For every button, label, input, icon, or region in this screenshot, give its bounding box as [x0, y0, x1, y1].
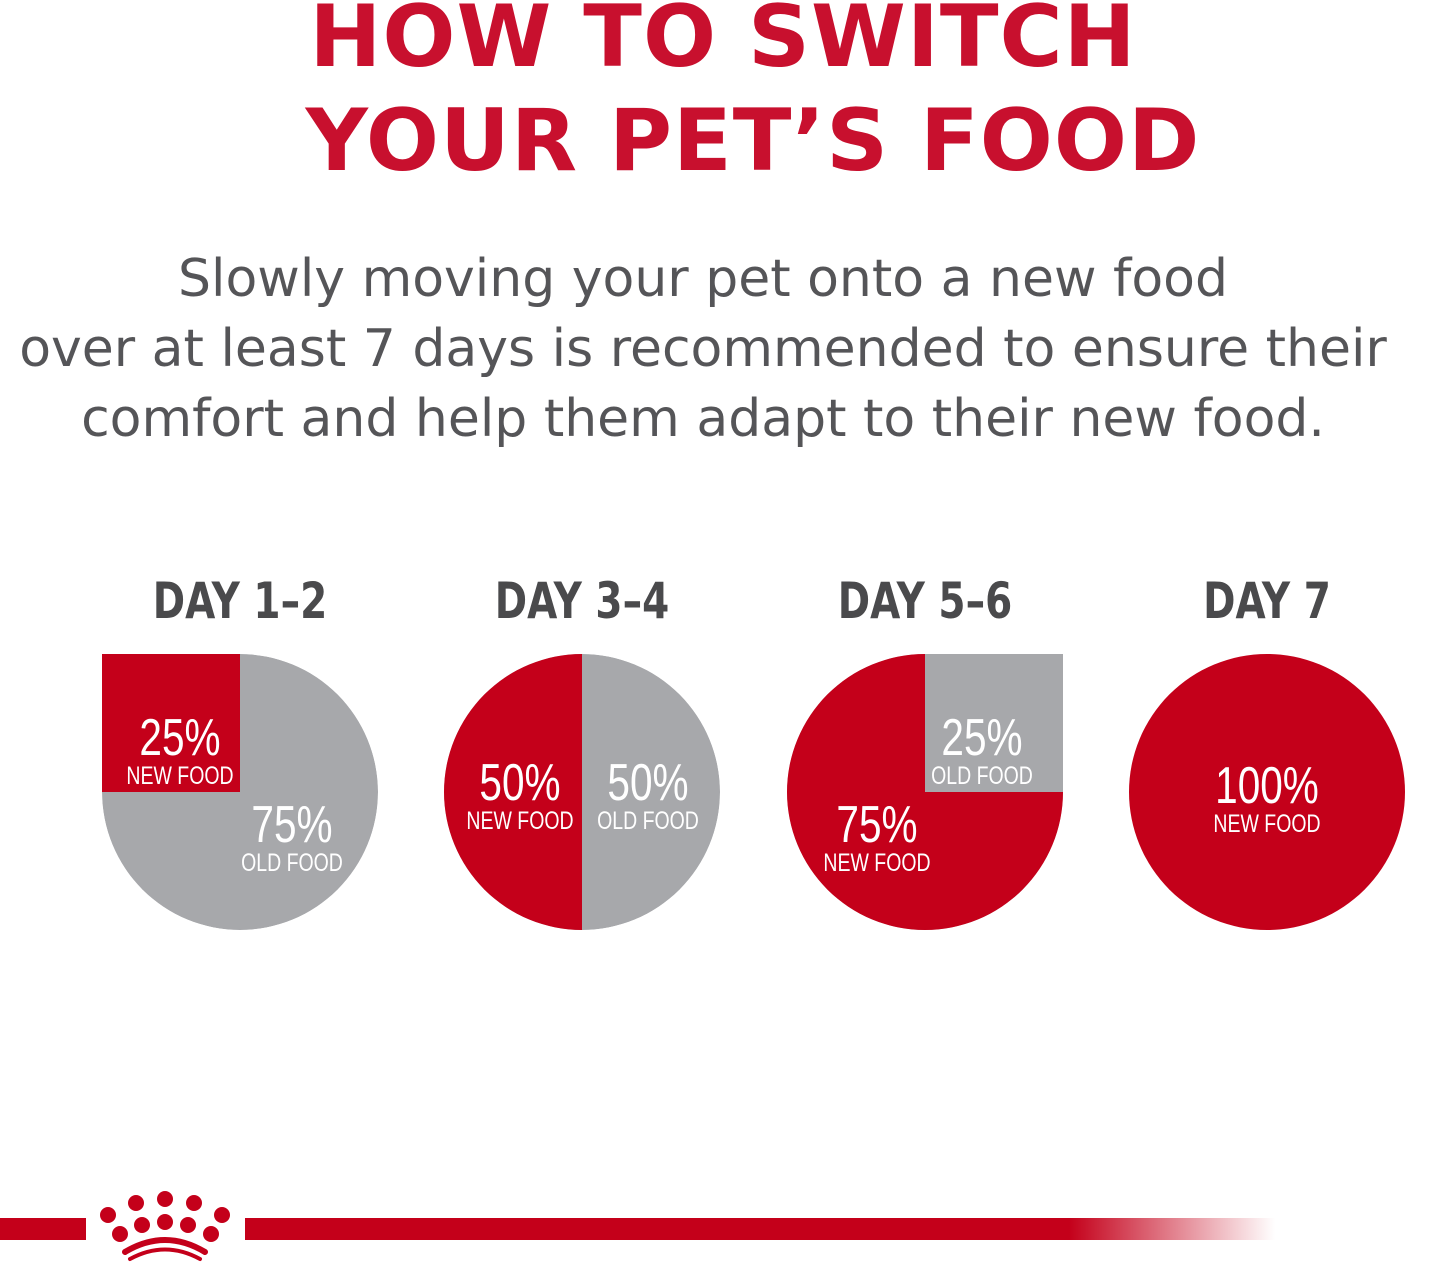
slice-category-label: OLD FOOD	[597, 807, 699, 835]
slice-category-label: OLD FOOD	[931, 762, 1033, 790]
slice-value-label: 25%	[941, 708, 1022, 766]
day-title-2: DAY 3–4	[494, 572, 670, 630]
slice-category-label: NEW FOOD	[126, 762, 233, 790]
brand-bar-right	[245, 1218, 1275, 1240]
slice-value-label: 50%	[607, 753, 688, 811]
slice-value-label: 75%	[251, 795, 332, 853]
pie-slice-new-food	[1129, 654, 1405, 930]
slice-category-label: NEW FOOD	[1213, 810, 1320, 838]
subtitle-line-1: Slowly moving your pet onto a new food	[178, 249, 1228, 309]
slice-category-label: NEW FOOD	[466, 807, 573, 835]
pie-slice-new-food	[444, 654, 582, 930]
crown-icon	[100, 1191, 230, 1261]
slice-category-label: OLD FOOD	[241, 849, 343, 877]
slice-category-label: NEW FOOD	[823, 849, 930, 877]
subtitle-line-2: over at least 7 days is recommended to e…	[19, 319, 1387, 379]
slice-label-old-food: 75%OLD FOOD	[241, 795, 343, 876]
slice-label-old-food: 50%OLD FOOD	[597, 753, 699, 834]
slice-label-new-food: 50%NEW FOOD	[466, 753, 573, 834]
slice-value-label: 75%	[836, 795, 917, 853]
slice-label-new-food: 100%NEW FOOD	[1213, 756, 1320, 837]
day-title-3: DAY 5–6	[837, 572, 1013, 630]
slice-value-label: 100%	[1215, 756, 1319, 814]
slice-label-new-food: 75%NEW FOOD	[823, 795, 930, 876]
slice-label-new-food: 25%NEW FOOD	[126, 708, 233, 789]
pie-slice-new-food	[102, 654, 240, 792]
slice-label-old-food: 25%OLD FOOD	[931, 708, 1033, 789]
slice-value-label: 50%	[479, 753, 560, 811]
subtitle: Slowly moving your pet onto a new food o…	[0, 244, 1445, 454]
title-line-1: HOW TO SWITCH	[309, 0, 1137, 87]
subtitle-line-3: comfort and help them adapt to their new…	[81, 389, 1325, 449]
day-title-4: DAY 7	[1203, 572, 1331, 630]
title-line-2: YOUR PET’S FOOD	[305, 91, 1201, 191]
brand-bar-left	[0, 1218, 86, 1240]
day-title-1: DAY 1–2	[152, 572, 328, 630]
pie-slice-old-food-corner	[925, 654, 1063, 792]
slice-value-label: 25%	[139, 708, 220, 766]
